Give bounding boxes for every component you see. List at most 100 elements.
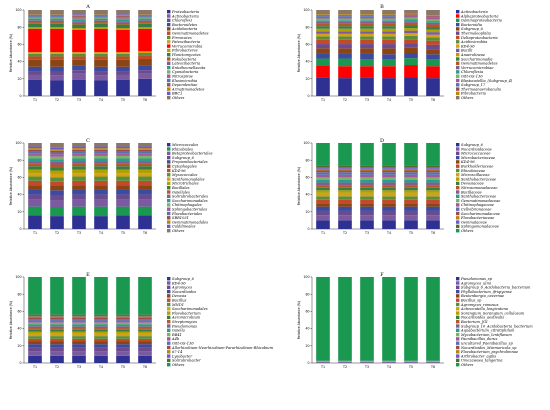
legend-label: Gemmatimonadetes [172, 32, 209, 36]
y-tick-label: 0 [19, 361, 21, 365]
bar-segment-t5 [116, 351, 130, 356]
legend-label: Entotheonellaeota [171, 66, 205, 70]
bar-segment-t4 [94, 347, 108, 352]
legend-swatch [456, 229, 460, 233]
legend-swatch [456, 198, 460, 203]
bar-segment-t6 [138, 148, 152, 150]
bar-segment-t2 [338, 174, 352, 178]
legend-label: Paenibacillus_durus [460, 337, 497, 341]
bar-segment-t3 [360, 28, 374, 32]
legend-label: Arthrobacter_agilis [460, 354, 496, 358]
bar-segment-t2 [50, 317, 64, 320]
y-tick-label: 100 [303, 141, 309, 145]
bar-segment-t6 [426, 187, 440, 191]
legend-swatch [456, 311, 460, 315]
legend-label: Others [172, 363, 185, 367]
bar-segment-t1 [316, 36, 330, 40]
bar-segment-t1 [28, 328, 42, 330]
bar-segment-t4 [382, 190, 396, 193]
bar-segment-t3 [360, 143, 374, 166]
x-tick-label: T6 [142, 365, 147, 369]
y-tick-label: 60 [305, 176, 309, 180]
bar-segment-t1 [28, 59, 42, 67]
bar-segment-t1 [28, 16, 42, 17]
bar-segment-t5 [116, 176, 130, 181]
bar-segment-t5 [404, 167, 418, 169]
legend-label: Subgroup_6 [461, 27, 484, 31]
legend-label: Xanthomonadales [171, 177, 205, 181]
y-axis-title: Relative Abundance (%) [9, 34, 13, 72]
bar-segment-t1 [28, 17, 42, 19]
legend-swatch [456, 70, 460, 74]
bar-segment-t1 [28, 180, 42, 186]
bar-segment-t6 [138, 169, 152, 174]
bar-segment-t3 [360, 170, 374, 173]
legend-swatch [167, 337, 171, 341]
bar-segment-t2 [50, 186, 64, 191]
legend-label: Saccharimonadales [172, 307, 208, 311]
bar-segment-t3 [72, 185, 86, 190]
bar-segment-t4 [382, 18, 396, 21]
legend-label: Bacillus [171, 299, 187, 303]
bar-segment-t1 [28, 347, 42, 352]
bar-segment-t6 [138, 344, 152, 348]
legend-label: Micrococcaceae [460, 152, 490, 156]
bar-segment-t1 [28, 149, 42, 152]
bar-segment-t5 [404, 190, 418, 193]
bar-segment-t6 [426, 172, 440, 175]
bar-segment-t2 [338, 23, 352, 27]
x-tick-label: T1 [320, 231, 325, 235]
bar-segment-t6 [138, 317, 152, 320]
bar-segment-t6 [426, 66, 440, 79]
bar-segment-t4 [382, 277, 396, 361]
bar-segment-t6 [426, 199, 440, 204]
bar-segment-t5 [404, 28, 418, 31]
bar-segment-t4 [94, 176, 108, 181]
bar-segment-t6 [426, 165, 440, 168]
legend-swatch [167, 224, 171, 229]
bar-segment-t2 [338, 48, 352, 54]
legend-label: Sorangium_Sorangium_cellulosum [461, 311, 525, 315]
bar-segment-t1 [28, 22, 42, 24]
panel-letter: C [86, 138, 90, 144]
bar-segment-t2 [338, 78, 352, 96]
legend-label: Bacillaceae [460, 190, 482, 194]
bar-segment-t1 [316, 44, 330, 49]
bar-segment-t3 [360, 44, 374, 49]
legend-label: A4b [171, 337, 180, 341]
bar-segment-t4 [94, 194, 108, 200]
bar-segment-t4 [94, 155, 108, 159]
x-tick-label: T1 [320, 365, 325, 369]
bar-segment-t2 [50, 195, 64, 201]
legend-label: Beutenbergia_cavernae [460, 294, 504, 298]
bar-segment-t4 [94, 326, 108, 329]
x-tick-label: T2 [54, 231, 59, 235]
legend-swatch [456, 91, 460, 96]
bar-segment-t6 [138, 163, 152, 167]
legend-label: Planctomycetes [171, 53, 201, 57]
bar-segment-t6 [138, 20, 152, 23]
bar-segment-t2 [338, 53, 352, 59]
bar-segment-t4 [94, 161, 108, 164]
bar-segment-t2 [338, 203, 352, 207]
bar-segment-t3 [72, 53, 86, 57]
bar-segment-t4 [94, 189, 108, 195]
bar-segment-t2 [50, 351, 64, 356]
bar-segment-t5 [404, 172, 418, 175]
bar-segment-t4 [94, 331, 108, 334]
bar-segment-t3 [72, 18, 86, 20]
bar-segment-t1 [28, 173, 42, 177]
bar-segment-t5 [404, 210, 418, 216]
legend-swatch [167, 298, 171, 302]
bar-segment-t3 [72, 328, 86, 330]
legend-swatch [456, 358, 460, 363]
legend-swatch [167, 164, 171, 168]
bar-segment-t4 [382, 23, 396, 27]
bar-segment-t6 [138, 143, 152, 147]
bar-segment-t1 [28, 53, 42, 57]
legend-swatch [456, 211, 460, 216]
bar-segment-t6 [138, 23, 152, 28]
bar-segment-t6 [138, 161, 152, 164]
x-tick-label: T1 [32, 98, 37, 102]
